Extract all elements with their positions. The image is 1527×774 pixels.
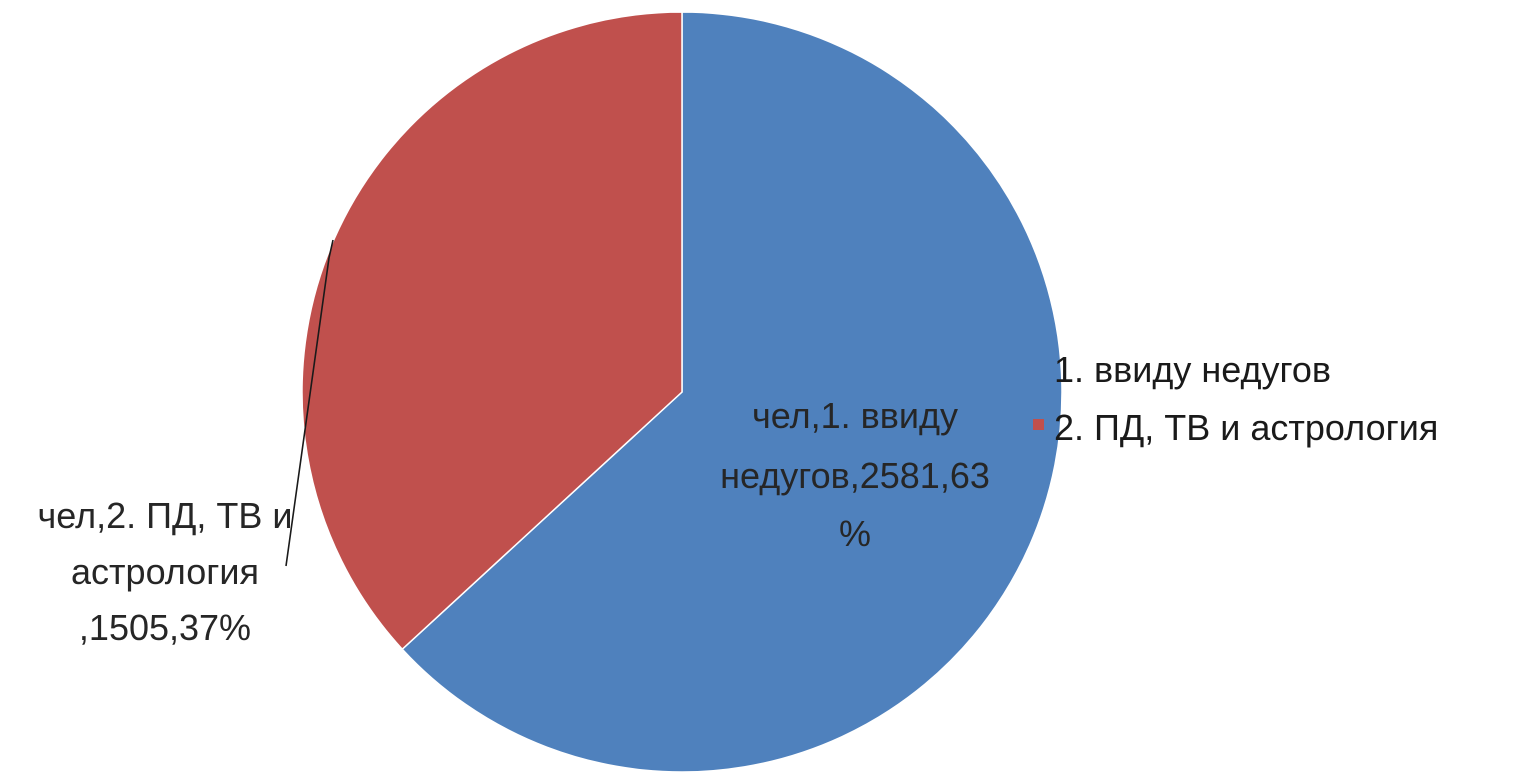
legend-entry-2: 2. ПД, ТВ и астрология <box>1033 407 1438 448</box>
data-label-slice-2-line-2: астрология <box>71 551 259 592</box>
legend-swatch-2 <box>1033 419 1044 430</box>
pie-slice-1 <box>401 11 1063 773</box>
pie-slice-2 <box>301 11 683 651</box>
legend-swatch-1 <box>1037 360 1048 371</box>
leader-lines <box>285 239 334 567</box>
legend-entry-1: 1. ввиду недугов <box>1037 349 1331 390</box>
pie-slices <box>301 11 1063 773</box>
leader-line-slice-2 <box>285 239 334 567</box>
legend: 1. ввиду недугов 2. ПД, ТВ и астрология <box>1033 349 1438 448</box>
data-label-slice-2-line-3: ,1505,37% <box>79 607 251 648</box>
legend-label-2: 2. ПД, ТВ и астрология <box>1054 407 1438 448</box>
data-label-slice-2: чел,2. ПД, ТВ и астрология ,1505,37% <box>38 495 293 648</box>
data-label-slice-1-line-2: недугов,2581,63 <box>720 455 990 496</box>
data-label-slice-1-line-1: чел,1. ввиду <box>752 395 958 436</box>
data-label-slice-2-line-1: чел,2. ПД, ТВ и <box>38 495 293 536</box>
legend-label-1: 1. ввиду недугов <box>1054 349 1331 390</box>
data-label-slice-1: чел,1. ввиду недугов,2581,63 % <box>720 395 990 554</box>
data-label-slice-1-line-3: % <box>839 513 871 554</box>
